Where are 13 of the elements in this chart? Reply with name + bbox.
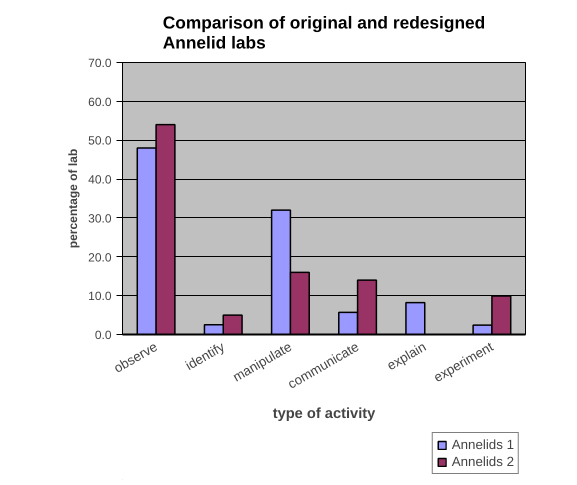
y-axis-title: percentage of lab (66, 148, 80, 248)
legend-label: Annelids 2 (452, 454, 514, 469)
y-tick-label: 10.0 (88, 289, 112, 304)
y-tick-label: 30.0 (88, 211, 112, 226)
y-tick-label: 20.0 (88, 250, 112, 264)
y-tick-label: 40.0 (88, 172, 112, 187)
y-tick-label: 50.0 (88, 134, 112, 148)
chart-title: Comparison of original and redesigned Annelid labs (162, 12, 486, 52)
x-axis-title: type of activity (272, 406, 376, 422)
y-tick-label: 0.0 (94, 328, 112, 342)
legend-label: Annelids 1 (452, 437, 514, 452)
y-tick-label: 70.0 (88, 56, 112, 70)
y-tick-label: 60.0 (88, 94, 112, 109)
